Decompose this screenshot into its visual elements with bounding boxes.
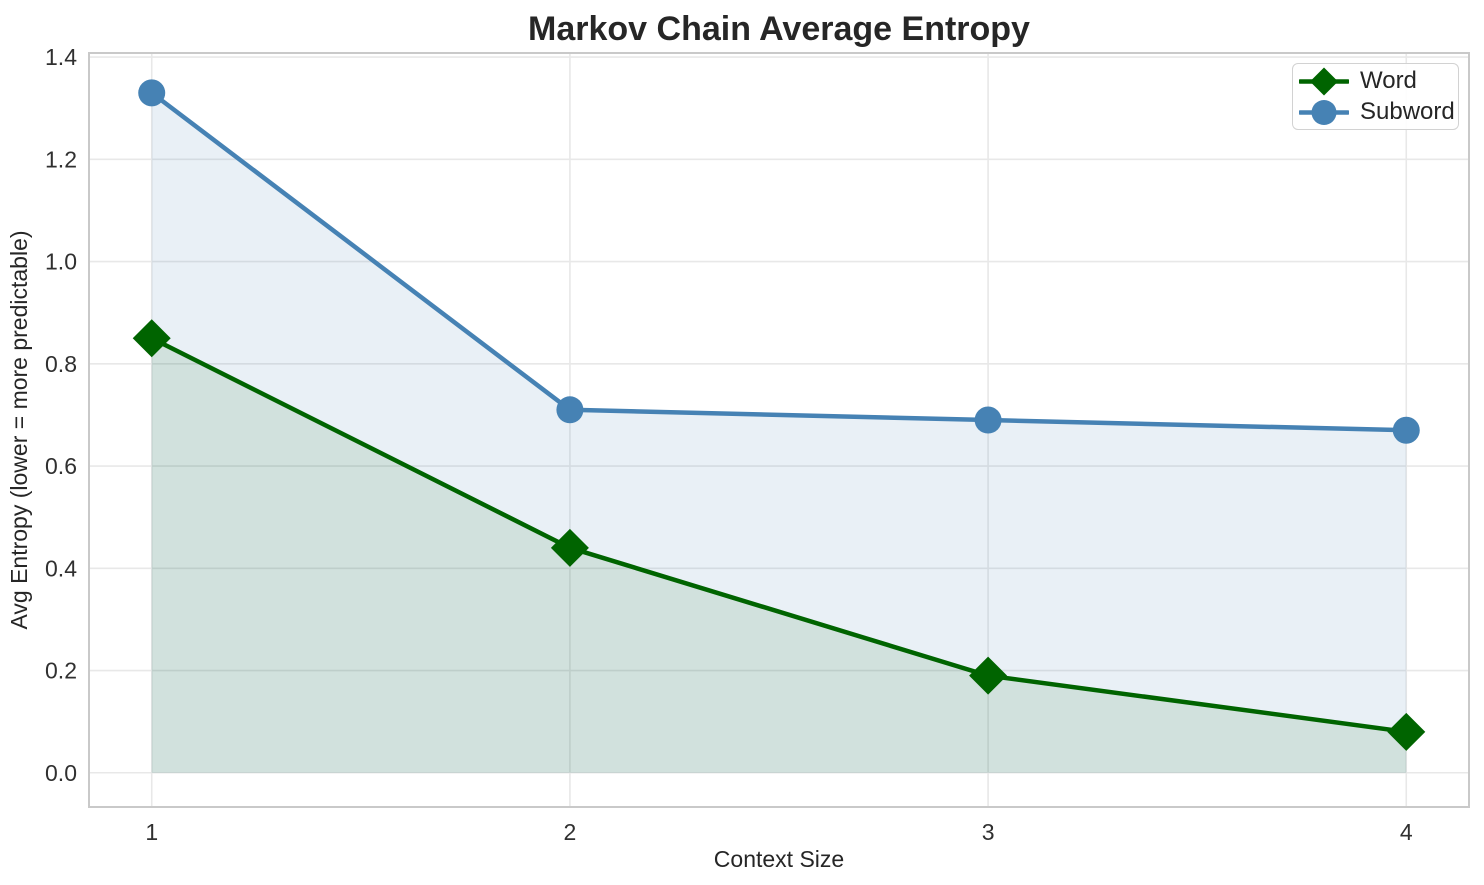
grid-layer: [89, 53, 1469, 807]
data-point-marker: [1310, 67, 1338, 95]
y-tick-label: 0.4: [45, 555, 77, 581]
data-point-marker: [974, 406, 1002, 434]
x-tick-label: 4: [1400, 819, 1413, 845]
y-tick-label: 1.0: [45, 249, 77, 275]
legend-item-word: Word: [1299, 66, 1452, 97]
data-point-marker: [1387, 712, 1426, 751]
y-tick-label: 0.0: [45, 760, 77, 786]
data-point-marker: [138, 79, 166, 107]
series-layer: [132, 79, 1426, 773]
x-tick-label: 3: [982, 819, 995, 845]
x-tick-label: 2: [564, 819, 577, 845]
data-point-marker: [1392, 416, 1420, 444]
series-line-subword: [149, 90, 1409, 433]
legend-label-subword: Subword: [1360, 98, 1455, 125]
y-tick-label: 0.8: [45, 351, 77, 377]
series-line-word: [149, 335, 1409, 735]
legend-item-subword: Subword: [1299, 97, 1455, 128]
y-tick-label: 0.6: [45, 453, 77, 479]
data-point-marker: [969, 656, 1008, 695]
y-tick-label: 1.4: [45, 44, 77, 70]
chart-title: Markov Chain Average Entropy: [528, 10, 1030, 48]
subword-series-marker-icon: [1299, 99, 1349, 125]
series-area-word: [151, 338, 1407, 773]
legend-label-word: Word: [1360, 67, 1417, 94]
y-axis-label: Avg Entropy (lower = more predictable): [6, 230, 32, 629]
legend: Word Subword: [1292, 63, 1459, 130]
data-point-marker: [132, 319, 171, 358]
ticks-layer: 0.0 0.2 0.4 0.6 0.8 1.0 1.2 1.4 1 2 3 4: [45, 44, 1413, 845]
series-area-subword: [151, 92, 1407, 773]
data-point-marker: [550, 528, 589, 567]
word-series-marker-icon: [1299, 67, 1349, 95]
y-tick-label: 1.2: [45, 146, 77, 172]
x-tick-label: 1: [145, 819, 158, 845]
data-point-marker: [556, 396, 584, 424]
plot-frame: [88, 52, 1470, 808]
data-point-marker: [1311, 99, 1337, 125]
x-axis-label: Context Size: [714, 846, 844, 872]
y-tick-label: 0.2: [45, 658, 77, 684]
